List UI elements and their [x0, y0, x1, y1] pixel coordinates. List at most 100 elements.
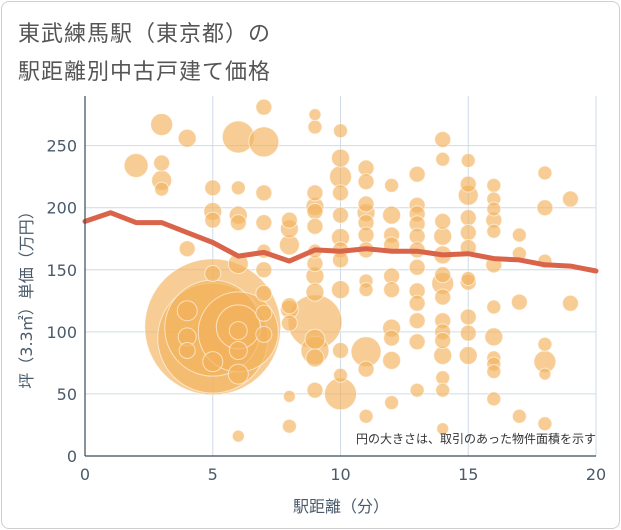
data-bubble [150, 113, 174, 137]
data-bubble [228, 321, 248, 341]
data-bubble [357, 360, 375, 378]
data-bubble [383, 329, 401, 347]
data-bubble [227, 363, 249, 385]
data-bubble [255, 261, 273, 279]
data-bubble [153, 154, 171, 172]
data-bubble [306, 217, 324, 235]
data-bubble [382, 350, 402, 370]
data-bubble [177, 128, 197, 148]
chart-title-line1: 東武練馬駅（東京都）の [18, 22, 272, 47]
data-bubble [229, 214, 247, 232]
data-bubble [435, 382, 451, 398]
tick-labels: 0 50 100 150 200 250 0 5 10 15 20 [46, 137, 606, 484]
y-tick-label: 150 [46, 261, 77, 280]
data-bubble [384, 395, 400, 411]
data-bubble [306, 381, 324, 399]
data-bubble [358, 408, 374, 424]
data-bubble [332, 341, 349, 359]
data-bubble [433, 226, 453, 246]
data-bubble [231, 429, 245, 443]
data-bubble [357, 173, 375, 191]
data-bubble [255, 98, 273, 116]
data-bubble [282, 389, 296, 403]
data-bubble [459, 209, 477, 227]
data-bubble [333, 367, 348, 383]
data-bubble [228, 340, 248, 360]
data-bubble [537, 336, 553, 352]
x-axis-label: 駅距離（分） [293, 497, 389, 516]
x-tick-label: 20 [586, 465, 606, 484]
data-bubble [486, 364, 502, 380]
data-bubble [333, 123, 348, 139]
data-bubble [384, 177, 400, 193]
data-bubble [408, 312, 426, 330]
data-bubble [486, 177, 502, 193]
data-bubble [332, 206, 349, 224]
data-bubble [307, 119, 323, 135]
y-tick-label: 0 [67, 447, 77, 466]
y-tick-label: 250 [46, 137, 77, 156]
data-bubble [486, 299, 502, 315]
data-bubble [434, 288, 452, 306]
data-bubble [255, 214, 273, 232]
data-bubble [484, 327, 504, 347]
data-bubble [433, 345, 453, 365]
data-bubble [178, 341, 196, 359]
data-bubble [357, 226, 375, 244]
data-bubble [255, 184, 273, 202]
data-bubble [306, 202, 324, 220]
data-bubble [332, 251, 349, 269]
data-bubble [357, 195, 375, 213]
data-bubble [202, 351, 224, 373]
data-bubble [255, 325, 273, 343]
data-bubble [536, 199, 554, 217]
data-bubble [178, 240, 196, 258]
data-bubble [537, 165, 553, 181]
data-bubble [561, 190, 579, 208]
data-bubble [460, 270, 476, 286]
data-bubble [280, 297, 298, 315]
data-bubble [434, 130, 452, 148]
data-bubble [306, 184, 324, 202]
data-bubble [304, 328, 326, 350]
data-bubble [486, 391, 502, 407]
data-bubble [308, 108, 322, 122]
data-bubble [436, 422, 450, 436]
data-bubble [459, 308, 477, 326]
trend-line [82, 210, 599, 274]
data-bubble [331, 280, 350, 300]
y-tick-label: 100 [46, 323, 77, 342]
data-bubble [204, 211, 222, 229]
data-bubble [281, 418, 297, 434]
data-bubble [435, 151, 451, 167]
x-tick-label: 0 [80, 465, 90, 484]
data-bubble [383, 281, 401, 299]
data-bubble [382, 205, 402, 225]
data-bubble [255, 284, 273, 302]
data-bubble [280, 314, 298, 332]
size-note: 円の大きさは、取引のあった物件面積を示す [356, 431, 596, 446]
data-bubble [561, 294, 579, 312]
x-tick-label: 5 [208, 465, 218, 484]
data-bubble [511, 408, 527, 424]
data-bubble [538, 367, 552, 381]
data-bubble [358, 282, 374, 298]
data-bubble [154, 181, 170, 197]
data-bubble [434, 212, 452, 230]
data-bubble [123, 153, 149, 179]
data-bubble [332, 184, 349, 202]
data-bubble [305, 282, 325, 302]
data-bubble [459, 324, 477, 342]
data-bubble [331, 148, 350, 168]
data-bubble [511, 227, 527, 243]
data-bubble [305, 348, 325, 368]
data-bubble [486, 201, 502, 217]
data-bubble [460, 153, 476, 169]
x-tick-label: 10 [330, 465, 350, 484]
y-axis-label: 坪（3.3㎡）単価（万円） [17, 203, 36, 388]
data-bubble [409, 382, 425, 398]
axes [84, 96, 596, 457]
data-bubble [248, 126, 280, 158]
y-tick-label: 200 [46, 199, 77, 218]
